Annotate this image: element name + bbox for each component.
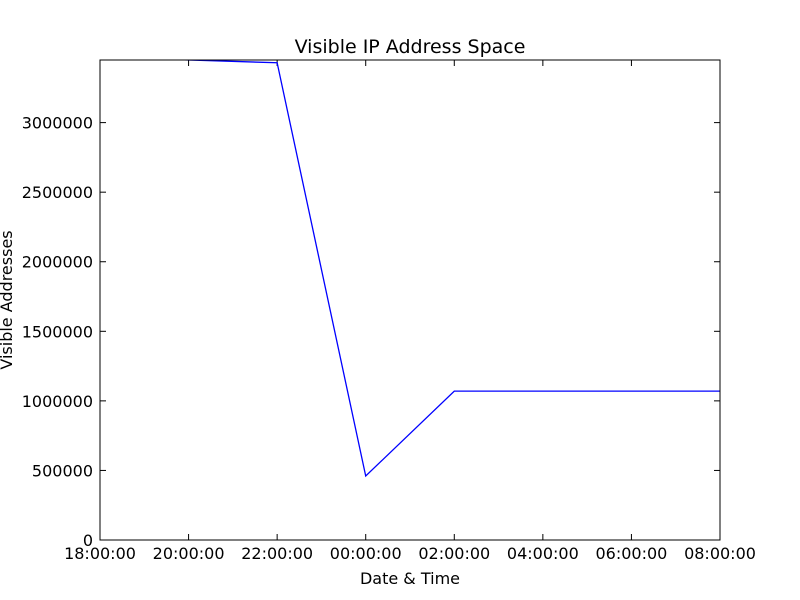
ticks-layer: 18:00:00 20:00:00 22:00:00 00:00:00 02:00:00… <box>22 60 756 563</box>
x-tick-label: 04:00:00 <box>507 544 579 563</box>
series-layer <box>167 60 720 478</box>
y-tick-label: 3000000 <box>22 114 93 133</box>
x-tick-label: 08:00:00 <box>684 544 756 563</box>
x-axis-title: Date & Time <box>360 569 460 588</box>
x-tick-label: 18:00:00 <box>64 544 136 563</box>
series-line <box>167 60 720 478</box>
x-tick-label: 20:00:00 <box>153 544 225 563</box>
x-tick-label: 02:00:00 <box>418 544 490 563</box>
y-tick-label: 1500000 <box>22 322 93 341</box>
x-tick-label: 00:00:00 <box>330 544 402 563</box>
y-axis-title: Visible Addresses <box>0 230 16 369</box>
x-tick-label: 22:00:00 <box>241 544 313 563</box>
y-tick-label: 2500000 <box>22 183 93 202</box>
x-tick-label: 06:00:00 <box>595 544 667 563</box>
y-tick-label: 500000 <box>32 461 93 480</box>
y-tick-label: 1000000 <box>22 392 93 411</box>
y-tick-label: 2000000 <box>22 253 93 272</box>
y-tick-label: 0 <box>83 531 93 550</box>
chart-title: Visible IP Address Space <box>295 36 526 58</box>
plot-frame <box>99 59 721 541</box>
